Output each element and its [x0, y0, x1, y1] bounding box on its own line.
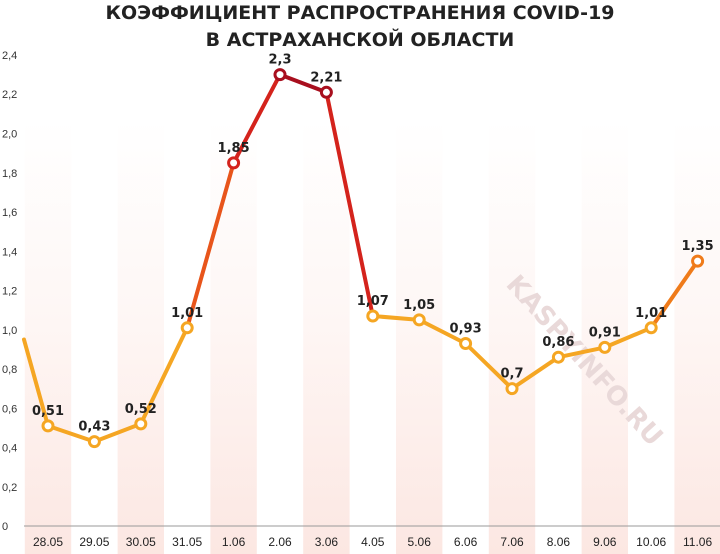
x-tick-label: 6.06	[454, 535, 478, 549]
series-line	[22, 72, 700, 444]
y-tick-label: 1,6	[2, 207, 17, 219]
data-label: 0,91	[589, 325, 621, 340]
data-point	[41, 419, 55, 433]
x-tick-label: 30.05	[126, 535, 156, 549]
column-band	[210, 120, 257, 554]
data-point	[134, 417, 148, 431]
column-band	[396, 120, 443, 554]
y-tick-label: 1,2	[2, 286, 17, 298]
data-point	[227, 156, 241, 170]
chart-title: КОЭФФИЦИЕНТ РАСПРОСТРАНЕНИЯ COVID-19 В А…	[0, 0, 720, 54]
data-labels: 0,51 0,43 0,52 1,01 1,85 2,3 2,21 1,07 1,05 0,93 0…	[32, 53, 714, 435]
y-tick-label: 0	[2, 521, 8, 533]
data-point	[505, 382, 519, 396]
data-point	[87, 435, 101, 449]
x-tick-label: 10.06	[636, 535, 666, 549]
data-point	[412, 313, 426, 327]
y-axis-ticks: 0 0,2 0,4 0,6 0,8 1,0 1,2 1,4 1,6 1,8 2,0 2,2 2,4	[2, 50, 17, 533]
data-label: 0,43	[78, 420, 110, 435]
data-label: 0,93	[450, 322, 482, 337]
line-segment	[417, 317, 468, 346]
line-segment	[231, 72, 282, 165]
data-label: 0,86	[542, 335, 574, 350]
line-segment	[278, 72, 329, 95]
data-label: 1,01	[635, 306, 667, 321]
y-tick-label: 1,0	[2, 325, 17, 337]
x-tick-label: 7.06	[500, 535, 524, 549]
data-label: 2,3	[268, 53, 291, 68]
data-point	[598, 340, 612, 354]
line-segment	[556, 345, 607, 360]
data-label: 1,85	[218, 141, 250, 156]
line-segment	[46, 423, 97, 444]
data-label: 1,05	[403, 298, 435, 313]
data-label: 1,01	[171, 306, 203, 321]
line-segment	[92, 421, 143, 444]
y-tick-label: 1,8	[2, 168, 17, 180]
x-tick-label: 28.05	[33, 535, 63, 549]
data-point	[644, 321, 658, 335]
data-point	[691, 254, 705, 268]
y-tick-label: 2,0	[2, 129, 17, 141]
x-tick-label: 5.06	[408, 535, 432, 549]
data-point	[551, 350, 565, 364]
y-tick-label: 0,4	[2, 443, 17, 455]
x-tick-label: 4.05	[361, 535, 385, 549]
column-band	[581, 120, 628, 554]
y-tick-label: 2,4	[2, 50, 17, 62]
data-label: 1,07	[357, 294, 389, 309]
x-tick-label: 31.05	[172, 535, 202, 549]
line-segment	[370, 314, 422, 322]
data-label: 2,21	[310, 70, 342, 85]
y-tick-label: 0,2	[2, 482, 17, 494]
line-segment	[22, 337, 50, 428]
data-label: 0,51	[32, 404, 64, 419]
column-band	[303, 120, 350, 554]
line-segment	[324, 90, 375, 318]
column-band	[488, 120, 536, 554]
x-tick-label: 2.06	[268, 535, 292, 549]
line-segment	[510, 355, 561, 391]
data-label: 1,35	[682, 239, 714, 254]
chart-title-line2: В АСТРАХАНСКОЙ ОБЛАСТИ	[205, 29, 515, 51]
line-segment	[185, 160, 236, 330]
chart-title-line1: КОЭФФИЦИЕНТ РАСПРОСТРАНЕНИЯ COVID-19	[105, 2, 615, 24]
x-tick-label: 1.06	[222, 535, 246, 549]
column-band	[674, 120, 720, 554]
data-point	[459, 337, 473, 350]
x-tick-label: 8.06	[547, 535, 571, 549]
data-point	[319, 85, 333, 99]
data-point	[273, 68, 287, 82]
y-tick-label: 0,6	[2, 403, 17, 415]
data-point	[180, 321, 194, 335]
data-label: 0,7	[500, 367, 523, 382]
series-points	[41, 68, 705, 449]
line-segment	[602, 325, 654, 350]
x-axis-ticks: 28.05 29.05 30.05 31.05 1.06 2.06 3.06 4.05 5.06…	[33, 535, 713, 549]
column-band	[117, 120, 164, 554]
y-tick-label: 1,4	[2, 246, 17, 258]
x-tick-label: 11.06	[683, 535, 712, 549]
column-band	[24, 120, 72, 554]
line-segment	[649, 259, 700, 330]
line-segment	[463, 341, 514, 391]
x-tick-label: 9.06	[593, 535, 617, 549]
column-bands	[24, 120, 720, 554]
x-tick-label: 3.06	[315, 535, 339, 549]
y-tick-label: 0,8	[2, 364, 17, 376]
x-tick-label: 29.05	[79, 535, 109, 549]
data-point	[366, 309, 380, 323]
line-segment	[138, 325, 190, 426]
data-label: 0,52	[125, 402, 157, 417]
y-tick-label: 2,2	[2, 89, 17, 101]
